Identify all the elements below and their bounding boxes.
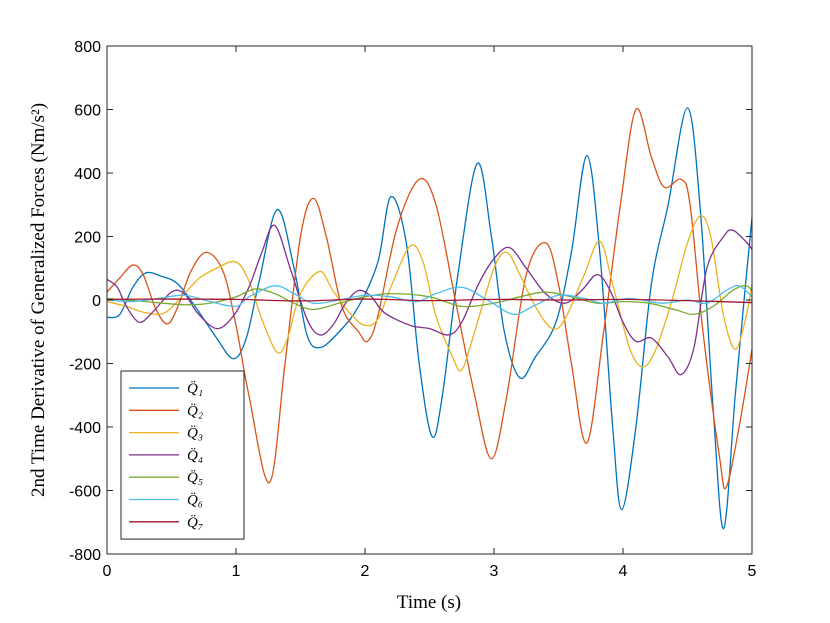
- legend: Q̈₁ Q̈₂ Q̈₃ Q̈₄ Q̈₅ Q̈₆ Q̈₇: [120, 370, 245, 540]
- axes-group: 0 1 2 3 4 5 -800 -600 -400 -200 0 200 400 600 800: [69, 39, 757, 580]
- y-tick-label: -200: [69, 357, 101, 374]
- legend-label-1: Q̈₁: [187, 380, 203, 397]
- x-tick-label: 4: [619, 563, 628, 580]
- y-tick-label: 800: [74, 39, 101, 56]
- y-tick-label: 400: [74, 166, 101, 183]
- series-line-5: [106, 285, 753, 315]
- legend-label-4: Q̈₄: [187, 446, 203, 463]
- legend-label-3: Q̈₃: [187, 424, 203, 441]
- series-line-2: [106, 107, 753, 490]
- x-tick-label: 0: [103, 563, 112, 580]
- y-tick-label: 600: [74, 103, 101, 120]
- x-tick-label: 5: [748, 563, 757, 580]
- y-tick-label: 200: [74, 230, 101, 247]
- series-line-4: [106, 224, 753, 376]
- legend-label-2: Q̈₂: [187, 402, 203, 419]
- series-group: [106, 107, 753, 530]
- series-line-1: [106, 107, 753, 530]
- x-tick-label: 3: [490, 563, 499, 580]
- x-tick-label: 1: [232, 563, 241, 580]
- legend-label-6: Q̈₆: [187, 491, 203, 508]
- series-line-6: [106, 284, 753, 316]
- y-tick-label: -400: [69, 420, 101, 437]
- y-tick-label: 0: [92, 293, 101, 310]
- y-tick-label: -600: [69, 484, 101, 501]
- y-axis-title: 2nd Time Derivative of Generalized Force…: [28, 103, 49, 497]
- y-tick-label: -800: [69, 547, 101, 564]
- legend-label-7: Q̈₇: [187, 513, 203, 530]
- series-line-7: [106, 298, 753, 304]
- x-tick-label: 2: [361, 563, 370, 580]
- series-line-3: [106, 215, 753, 372]
- legend-label-5: Q̈₅: [187, 469, 203, 486]
- x-axis-title: Time (s): [397, 592, 461, 613]
